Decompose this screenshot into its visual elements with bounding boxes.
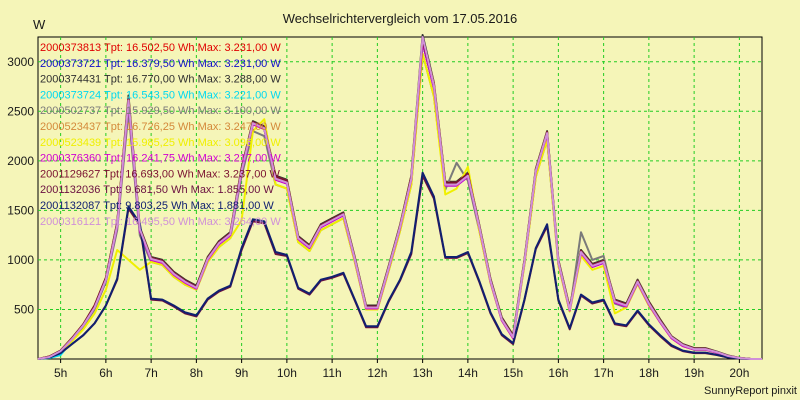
y-axis-ticks: 500 1000 1500 2000 2500 3000 [7,55,34,317]
y-tick-label: 2500 [7,104,34,118]
y-axis-label: W [33,17,46,32]
legend-entry: 2000316121 Tpt: 16.495,50 Wh Max: 3.264,… [40,216,281,228]
x-tick-label: 9h [235,366,248,380]
x-tick-label: 19h [684,366,704,380]
legend-entry: 2001132036 Tpt: 9.681,50 Wh Max: 1.855,0… [40,184,274,196]
x-tick-label: 18h [639,366,659,380]
y-tick-label: 1500 [7,203,34,217]
plot-area [37,36,763,360]
x-tick-label: 8h [190,366,203,380]
series-lines [37,34,762,360]
legend-entry: 2000523437 Tpt: 16.726,25 Wh Max: 3.247,… [40,121,281,133]
x-tick-label: 11h [323,366,342,380]
chart-title: Wechselrichtervergleich vom 17.05.2016 [283,11,518,26]
x-tick-label: 10h [277,366,297,380]
y-tick-label: 500 [14,302,34,316]
x-tick-label: 7h [144,366,157,380]
x-tick-label: 15h [503,366,523,380]
x-tick-label: 17h [594,366,614,380]
legend-entry: 2000373724 Tpt: 16.543,50 Wh Max: 3.221,… [40,89,281,101]
x-tick-label: 13h [413,366,433,380]
legend-entry: 2001129627 Tpt: 16.693,00 Wh Max: 3.237,… [40,168,281,180]
legend-entry: 2000373721 Tpt: 16.379,50 Wh Max: 3.231,… [40,58,281,70]
x-tick-label: 6h [99,366,112,380]
series-line [37,36,762,360]
legend: 2000373813 Tpt: 16.502,50 Wh Max: 3.231,… [40,42,281,228]
legend-entry: 2001132087 Tpt: 9.803,25 Wh Max: 1.881,0… [40,200,274,212]
series-line [37,171,762,360]
x-tick-label: 14h [458,366,478,380]
x-tick-label: 5h [54,366,67,380]
footer-credit: SunnyReport pinxit [704,385,797,397]
x-axis-ticks: 5h 6h 7h 8h 9h 10h 11h 12h 13h 14h 15h 16h 17h 18h 19h… [54,359,749,380]
legend-entry: 2000502737 Tpt: 15.929,50 Wh Max: 3.100,… [40,105,281,117]
legend-entry: 2000373813 Tpt: 16.502,50 Wh Max: 3.231,… [40,42,281,54]
legend-entry: 2000523439 Tpt: 15.985,25 Wh Max: 3.096,… [40,137,281,149]
y-tick-label: 3000 [7,55,34,69]
legend-entry: 2000376360 Tpt: 16.241,75 Wh Max: 3.217,… [40,153,281,165]
y-tick-label: 1000 [7,253,34,267]
x-tick-label: 20h [729,366,749,380]
x-tick-label: 16h [548,366,568,380]
y-tick-label: 2000 [7,154,34,168]
legend-entry: 2000374431 Tpt: 16.770,00 Wh Max: 3.288,… [40,74,281,86]
x-tick-label: 12h [367,366,387,380]
